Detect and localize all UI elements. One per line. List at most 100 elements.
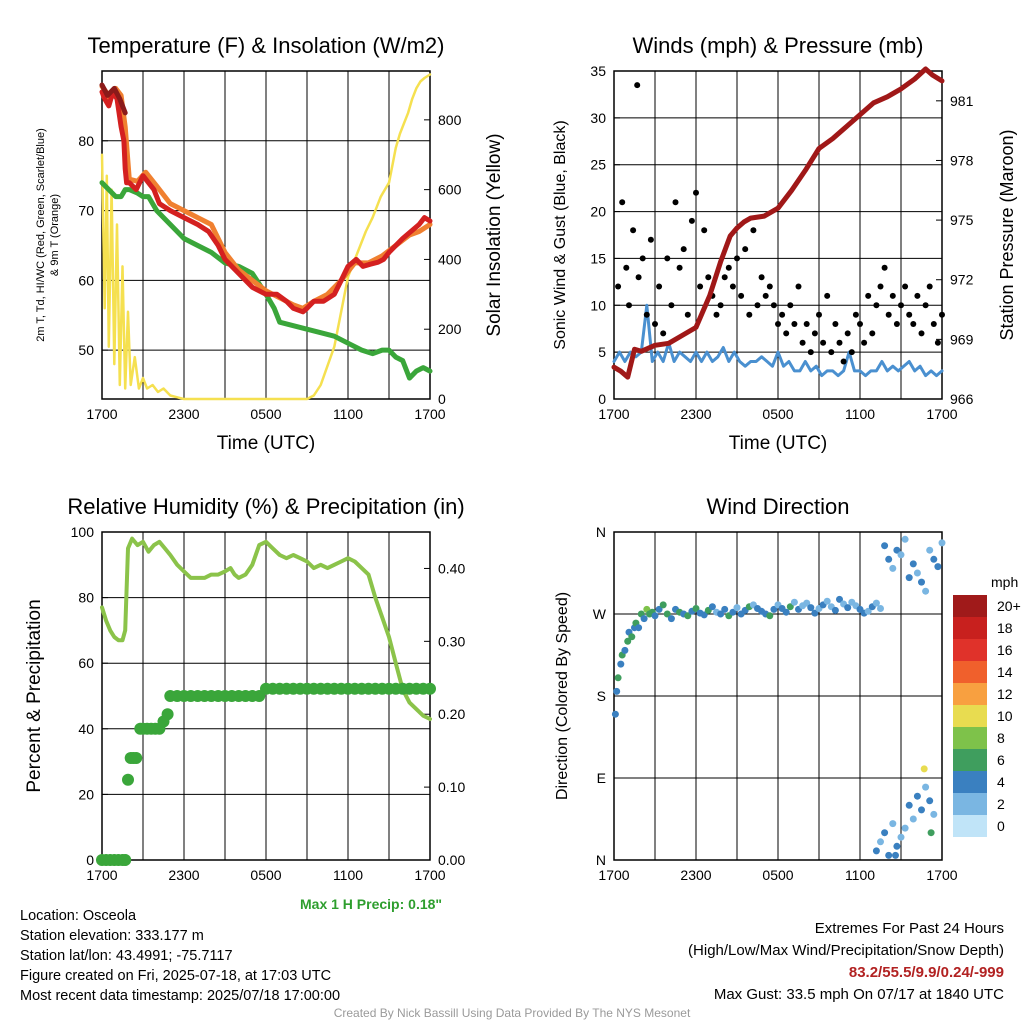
elevation-text: Station elevation: 333.177 m	[20, 928, 204, 944]
x-tick-label: 1700	[926, 867, 957, 883]
direction-point	[655, 605, 663, 613]
direction-point	[881, 829, 889, 837]
y-tick-label: 60	[78, 272, 94, 288]
direction-point	[926, 546, 934, 554]
legend-swatch	[953, 727, 987, 749]
station-info: Location: Osceola Station elevation: 333…	[20, 906, 340, 1006]
y-tick-label: 80	[78, 590, 94, 606]
direction-point	[930, 555, 938, 563]
direction-point	[905, 574, 913, 582]
x-tick-label: 1700	[598, 406, 629, 422]
gust-point	[848, 349, 855, 356]
direction-point	[663, 610, 671, 618]
direction-point	[811, 609, 819, 617]
gust-point	[926, 283, 933, 290]
max-gust-text: Max Gust: 33.5 mph On 07/17 at 1840 UTC	[713, 986, 1004, 1003]
gust-point	[844, 330, 851, 337]
gust-point	[742, 246, 749, 253]
direction-point	[872, 599, 880, 607]
gust-point	[750, 227, 757, 234]
x-tick-label: 1100	[845, 867, 875, 883]
direction-point	[893, 546, 901, 554]
direction-point	[905, 801, 913, 809]
direction-point	[877, 838, 884, 846]
gust-point	[787, 302, 794, 309]
gust-point	[762, 292, 769, 299]
x-tick-label: 2300	[680, 406, 711, 422]
x-axis-label: Time (UTC)	[729, 433, 828, 454]
direction-point	[721, 605, 729, 613]
y-axis-label-2: & 9m T (Orange)	[49, 194, 61, 276]
gust-point	[816, 311, 822, 318]
gust-point	[881, 264, 888, 271]
chart-title: Winds (mph) & Pressure (mb)	[633, 33, 924, 58]
direction-point	[885, 555, 893, 563]
gust-point	[906, 311, 913, 318]
gust-point	[783, 330, 790, 337]
y-tick-label: 60	[78, 655, 94, 671]
gust-point	[770, 302, 777, 309]
direction-point	[651, 612, 659, 620]
y2-tick-label: 600	[438, 182, 462, 198]
legend-label: 10	[997, 708, 1013, 724]
gust-point	[656, 283, 663, 290]
y2-tick-label: 200	[438, 321, 462, 337]
x-tick-label: 1700	[598, 867, 629, 883]
y-tick-label: 35	[590, 63, 606, 79]
chart-title: Temperature (F) & Insolation (W/m2)	[88, 33, 445, 58]
gust-point	[811, 330, 818, 337]
gust-point	[902, 283, 909, 290]
gust-point	[623, 264, 630, 271]
gust-point	[721, 274, 728, 281]
direction-point	[844, 604, 852, 612]
legend-swatch	[953, 749, 987, 771]
direction-point	[909, 560, 917, 568]
gust-point	[807, 349, 814, 356]
y2-tick-label: 800	[438, 112, 462, 128]
y-axis-label: 2m T, Td, HI/WC (Red, Green, Scarlet/Blu…	[35, 128, 47, 342]
y2-tick-label: 0.20	[438, 706, 465, 722]
gust-point	[775, 321, 781, 327]
gust-point	[684, 311, 691, 318]
gust-point	[898, 302, 904, 309]
direction-point	[613, 687, 621, 695]
legend-swatch	[953, 639, 987, 661]
y-axis-label: Sonic Wind & Gust (Blue, Black)	[552, 120, 569, 349]
gust-point	[836, 339, 843, 346]
y2-tick-label: 400	[438, 251, 462, 267]
legend-swatch	[953, 793, 987, 815]
x-axis-label: Time (UTC)	[217, 433, 316, 454]
gust-point	[701, 227, 708, 234]
direction-point	[614, 674, 622, 682]
gust-point	[664, 255, 671, 262]
gust-point	[676, 264, 683, 271]
recent-text: Most recent data timestamp: 2025/07/18 1…	[20, 988, 341, 1004]
y-tick-label: 5	[598, 344, 606, 360]
x-tick-label: 0500	[762, 406, 793, 422]
gust-point	[803, 321, 810, 327]
gust-point	[939, 311, 945, 318]
y-tick-label: S	[597, 688, 606, 704]
gust-point	[693, 189, 699, 196]
gust-point	[634, 82, 641, 89]
gust-point	[754, 302, 761, 309]
y-tick-label: 20	[78, 786, 94, 802]
gust-point	[779, 311, 786, 318]
x-tick-label: 1100	[333, 406, 363, 422]
direction-point	[621, 646, 629, 654]
gust-point	[893, 321, 900, 327]
x-tick-label: 1700	[926, 406, 957, 422]
direction-point	[635, 624, 643, 632]
extremes-title: Extremes For Past 24 Hours	[814, 920, 1004, 937]
gust-point	[832, 321, 839, 327]
y2-axis-label: Solar Insolation (Yellow)	[484, 133, 505, 336]
legend-label: 2	[997, 796, 1005, 812]
series-heat-index-line	[99, 82, 128, 116]
gust-point	[799, 339, 806, 346]
y-tick-label: 30	[590, 110, 606, 126]
y2-tick-label: 966	[950, 391, 974, 407]
direction-point	[823, 597, 831, 605]
legend-swatch	[953, 705, 987, 727]
gust-point	[766, 283, 773, 290]
gust-point	[697, 283, 704, 290]
